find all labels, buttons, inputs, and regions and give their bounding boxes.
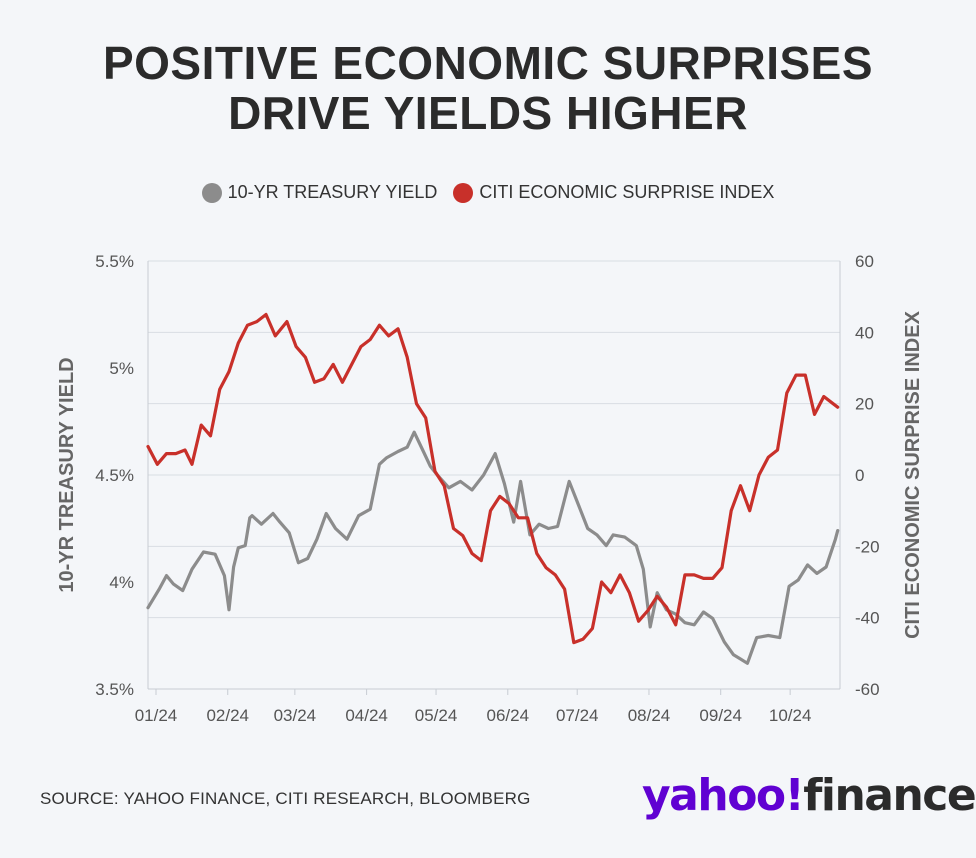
x-tick-label: 06/24: [487, 706, 530, 725]
yahoo-finance-logo: yahoo!finance: [642, 770, 976, 821]
legend-item-citi: CITI ECONOMIC SURPRISE INDEX: [453, 182, 774, 203]
x-tick-label: 02/24: [206, 706, 249, 725]
source-note: SOURCE: YAHOO FINANCE, CITI RESEARCH, BL…: [40, 789, 531, 808]
x-tick-label: 08/24: [628, 706, 671, 725]
series-line-treasury-yield: [146, 430, 840, 665]
y-right-tick-label: -60: [855, 680, 880, 699]
legend-item-treasury: 10-YR TREASURY YIELD: [201, 182, 438, 203]
y-right-tick-label: 20: [855, 395, 874, 414]
y-right-tick-label: -20: [855, 537, 880, 556]
legend-swatch-citi: [453, 182, 474, 203]
y-right-tick-label: 0: [855, 466, 864, 485]
legend-swatch-treasury: [201, 182, 222, 203]
y-left-tick-label: 3.5%: [95, 680, 134, 699]
title-line-2: DRIVE YIELDS HIGHER: [228, 87, 748, 139]
y-right-tick-label: 60: [855, 252, 874, 271]
y-left-tick-label: 4%: [109, 573, 134, 592]
logo-yahoo: yahoo!: [642, 770, 805, 821]
x-tick-label: 09/24: [699, 706, 742, 725]
x-tick-label: 04/24: [345, 706, 388, 725]
x-tick-label: 10/24: [769, 706, 812, 725]
series-line-citi-surprise-index: [146, 312, 840, 645]
y-left-tick-label: 5.5%: [95, 252, 134, 271]
chart-legend: 10-YR TREASURY YIELD CITI ECONOMIC SURPR…: [0, 182, 976, 203]
legend-label-citi: CITI ECONOMIC SURPRISE INDEX: [479, 182, 775, 202]
x-tick-label: 03/24: [274, 706, 317, 725]
logo-finance: finance: [803, 770, 976, 821]
y-left-axis-title: 10-YR TREASURY YIELD: [56, 357, 78, 592]
y-right-tick-label: 40: [855, 323, 874, 342]
chart-title: POSITIVE ECONOMIC SURPRISES DRIVE YIELDS…: [0, 38, 976, 138]
x-tick-label: 07/24: [556, 706, 599, 725]
y-left-tick-label: 4.5%: [95, 466, 134, 485]
title-line-1: POSITIVE ECONOMIC SURPRISES: [102, 37, 874, 89]
y-right-tick-label: -40: [855, 609, 880, 628]
x-tick-label: 01/24: [135, 706, 178, 725]
y-left-tick-label: 5%: [109, 359, 134, 378]
x-tick-label: 05/24: [415, 706, 458, 725]
legend-label-treasury: 10-YR TREASURY YIELD: [227, 182, 438, 202]
y-right-axis-title: CITI ECONOMIC SURPRISE INDEX: [902, 310, 924, 638]
